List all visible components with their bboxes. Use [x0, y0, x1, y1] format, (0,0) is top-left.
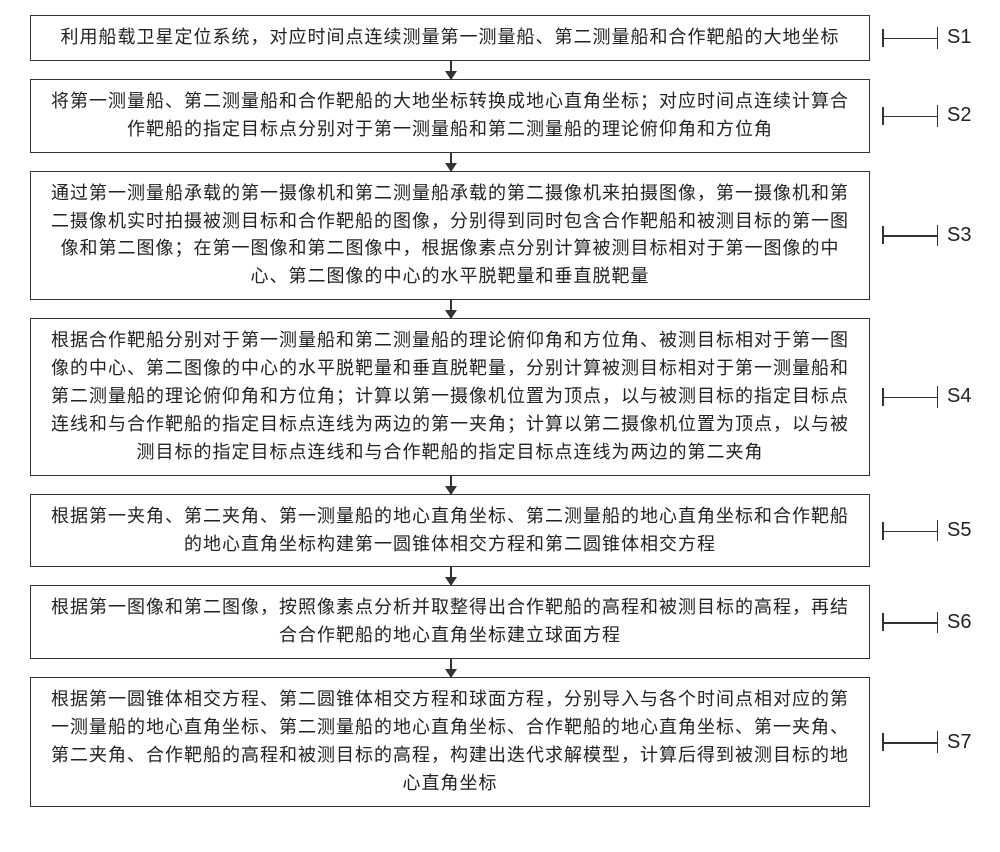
- step-label: S4: [947, 385, 971, 408]
- arrow-row: [20, 300, 980, 318]
- step-box: 利用船载卫星定位系统，对应时间点连续测量第一测量船、第二测量船和合作靶船的大地坐…: [30, 15, 870, 61]
- connector: S1: [870, 23, 980, 53]
- bracket-icon: [882, 607, 937, 637]
- step-box: 将第一测量船、第二测量船和合作靶船的大地坐标转换成地心直角坐标；对应时间点连续计…: [30, 79, 870, 153]
- bracket-icon: [882, 516, 937, 546]
- bracket-icon: [882, 382, 937, 412]
- arrow-row: [20, 659, 980, 677]
- step-text: 根据第一圆锥体相交方程、第二圆锥体相交方程和球面方程，分别导入与各个时间点相对应…: [47, 686, 853, 798]
- bracket-icon: [882, 101, 937, 131]
- flowchart-container: 利用船载卫星定位系统，对应时间点连续测量第一测量船、第二测量船和合作靶船的大地坐…: [20, 15, 980, 807]
- bracket-icon: [882, 23, 937, 53]
- arrow-row: [20, 61, 980, 79]
- step-label: S6: [947, 611, 971, 634]
- bracket-icon: [882, 220, 937, 250]
- bracket-icon: [882, 727, 937, 757]
- step-box: 通过第一测量船承载的第一摄像机和第二测量船承载的第二摄像机来拍摄图像，第一摄像机…: [30, 171, 870, 301]
- arrow-down-icon: [450, 567, 452, 585]
- arrow-down-icon: [450, 153, 452, 171]
- step-label: S1: [947, 26, 971, 49]
- step-text: 根据第一夹角、第二夹角、第一测量船的地心直角坐标、第二测量船的地心直角坐标和合作…: [47, 503, 853, 559]
- connector: S4: [870, 382, 980, 412]
- step-row-s5: 根据第一夹角、第二夹角、第一测量船的地心直角坐标、第二测量船的地心直角坐标和合作…: [20, 494, 980, 568]
- step-row-s1: 利用船载卫星定位系统，对应时间点连续测量第一测量船、第二测量船和合作靶船的大地坐…: [20, 15, 980, 61]
- step-label: S5: [947, 519, 971, 542]
- arrow-down-icon: [450, 61, 452, 79]
- step-label: S7: [947, 731, 971, 754]
- connector: S2: [870, 101, 980, 131]
- arrow-down-icon: [450, 659, 452, 677]
- step-row-s2: 将第一测量船、第二测量船和合作靶船的大地坐标转换成地心直角坐标；对应时间点连续计…: [20, 79, 980, 153]
- step-box: 根据第一夹角、第二夹角、第一测量船的地心直角坐标、第二测量船的地心直角坐标和合作…: [30, 494, 870, 568]
- arrow-row: [20, 476, 980, 494]
- step-box: 根据第一圆锥体相交方程、第二圆锥体相交方程和球面方程，分别导入与各个时间点相对应…: [30, 677, 870, 807]
- step-text: 根据第一图像和第二图像，按照像素点分析并取整得出合作靶船的高程和被测目标的高程，…: [47, 594, 853, 650]
- step-box: 根据第一图像和第二图像，按照像素点分析并取整得出合作靶船的高程和被测目标的高程，…: [30, 585, 870, 659]
- arrow-down-icon: [450, 476, 452, 494]
- step-label: S3: [947, 224, 971, 247]
- step-text: 通过第一测量船承载的第一摄像机和第二测量船承载的第二摄像机来拍摄图像，第一摄像机…: [47, 180, 853, 292]
- step-text: 将第一测量船、第二测量船和合作靶船的大地坐标转换成地心直角坐标；对应时间点连续计…: [47, 88, 853, 144]
- arrow-row: [20, 153, 980, 171]
- step-row-s3: 通过第一测量船承载的第一摄像机和第二测量船承载的第二摄像机来拍摄图像，第一摄像机…: [20, 171, 980, 301]
- connector: S7: [870, 727, 980, 757]
- arrow-row: [20, 567, 980, 585]
- step-row-s4: 根据合作靶船分别对于第一测量船和第二测量船的理论俯仰角和方位角、被测目标相对于第…: [20, 318, 980, 475]
- connector: S3: [870, 220, 980, 250]
- step-row-s6: 根据第一图像和第二图像，按照像素点分析并取整得出合作靶船的高程和被测目标的高程，…: [20, 585, 980, 659]
- arrow-down-icon: [450, 300, 452, 318]
- step-box: 根据合作靶船分别对于第一测量船和第二测量船的理论俯仰角和方位角、被测目标相对于第…: [30, 318, 870, 475]
- connector: S5: [870, 516, 980, 546]
- step-text: 利用船载卫星定位系统，对应时间点连续测量第一测量船、第二测量船和合作靶船的大地坐…: [47, 24, 853, 52]
- step-row-s7: 根据第一圆锥体相交方程、第二圆锥体相交方程和球面方程，分别导入与各个时间点相对应…: [20, 677, 980, 807]
- connector: S6: [870, 607, 980, 637]
- step-label: S2: [947, 104, 971, 127]
- step-text: 根据合作靶船分别对于第一测量船和第二测量船的理论俯仰角和方位角、被测目标相对于第…: [47, 327, 853, 466]
